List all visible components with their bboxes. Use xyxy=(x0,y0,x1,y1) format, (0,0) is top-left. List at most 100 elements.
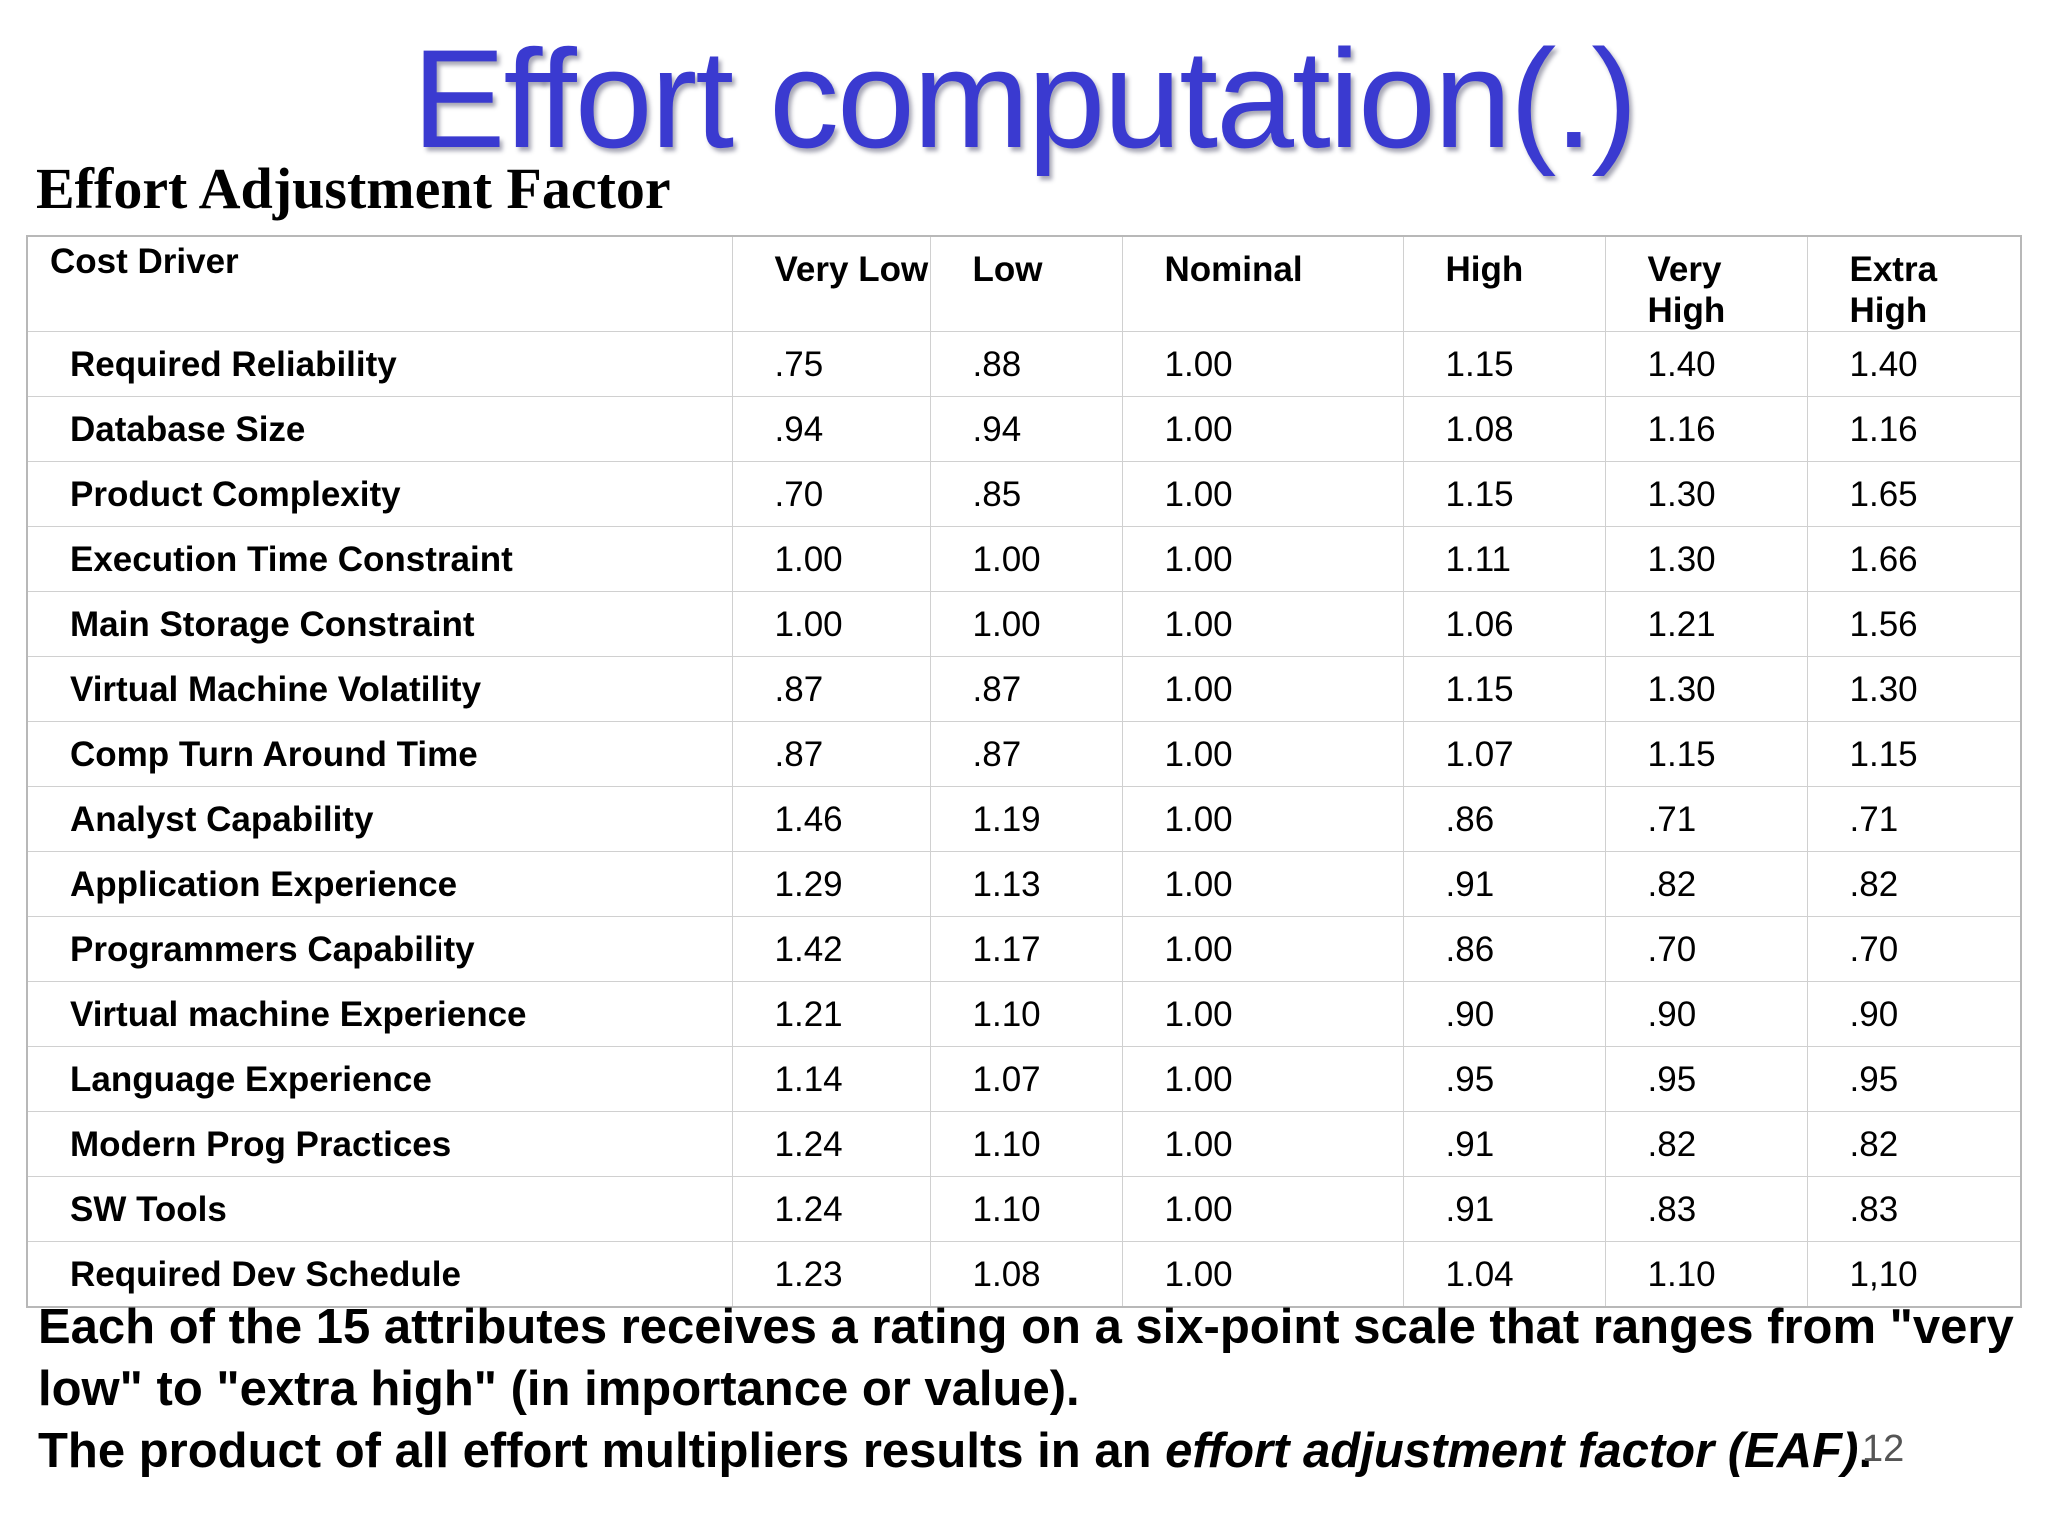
cell-low: .85 xyxy=(929,461,1123,527)
cell-high: 1.15 xyxy=(1402,331,1606,397)
cell-extra-high: 1.16 xyxy=(1806,396,2022,462)
cell-extra-high: 1.30 xyxy=(1806,656,2022,722)
cost-driver-table: Cost Driver Very Low Low Nominal High Ve… xyxy=(26,235,2022,1308)
cell-high: .91 xyxy=(1402,1111,1606,1177)
page-number: 12 xyxy=(1862,1428,1905,1470)
cell-cost-driver: Programmers Capability xyxy=(26,916,733,982)
cell-very-low: .75 xyxy=(731,331,931,397)
cell-very-low: 1.23 xyxy=(731,1241,931,1308)
cell-very-high: 1.30 xyxy=(1604,461,1808,527)
cell-nominal: 1.00 xyxy=(1121,851,1404,917)
cell-low: 1.08 xyxy=(929,1241,1123,1308)
table-row: Modern Prog Practices 1.24 1.10 1.00.91.82.… xyxy=(26,1111,2022,1177)
slide-subtitle: Effort Adjustment Factor xyxy=(36,156,671,221)
cell-very-high: 1.21 xyxy=(1604,591,1808,657)
cell-low: 1.00 xyxy=(929,591,1123,657)
cell-high: 1.06 xyxy=(1402,591,1606,657)
cell-cost-driver: Required Dev Schedule xyxy=(26,1241,733,1308)
cell-cost-driver: Application Experience xyxy=(26,851,733,917)
cell-high: 1.11 xyxy=(1402,526,1606,592)
cell-very-low: .94 xyxy=(731,396,931,462)
cell-high: .86 xyxy=(1402,786,1606,852)
header-extra-high: Extra High xyxy=(1806,235,2022,332)
cell-low: .88 xyxy=(929,331,1123,397)
cell-nominal: 1.00 xyxy=(1121,721,1404,787)
table-row: Required Dev Schedule 1.23 1.08 1.00 1.04 1.1… xyxy=(26,1241,2022,1308)
cell-high: .90 xyxy=(1402,981,1606,1047)
cell-nominal: 1.00 xyxy=(1121,786,1404,852)
cell-nominal: 1.00 xyxy=(1121,1046,1404,1112)
cell-very-high: .82 xyxy=(1604,1111,1808,1177)
header-high: High xyxy=(1402,235,1606,332)
cell-nominal: 1.00 xyxy=(1121,396,1404,462)
cell-cost-driver: Database Size xyxy=(26,396,733,462)
cell-very-low: .87 xyxy=(731,721,931,787)
cell-very-high: 1.30 xyxy=(1604,526,1808,592)
cell-very-high: .70 xyxy=(1604,916,1808,982)
cell-nominal: 1.00 xyxy=(1121,916,1404,982)
cell-extra-high: .71 xyxy=(1806,786,2022,852)
footer-line-2-emphasis: effort adjustment factor (EAF) xyxy=(1165,1424,1859,1478)
cell-high: 1.15 xyxy=(1402,461,1606,527)
cell-high: 1.08 xyxy=(1402,396,1606,462)
table-row: Required Reliability .75.88 1.00 1.15 1.40 1.… xyxy=(26,331,2022,397)
cell-very-high: .95 xyxy=(1604,1046,1808,1112)
cell-low: 1.10 xyxy=(929,981,1123,1047)
cell-high: .91 xyxy=(1402,851,1606,917)
cell-extra-high: .82 xyxy=(1806,851,2022,917)
cell-high: .86 xyxy=(1402,916,1606,982)
cell-low: .87 xyxy=(929,721,1123,787)
footer-line-2: The product of all effort multipliers re… xyxy=(38,1420,2028,1482)
cell-very-low: 1.24 xyxy=(731,1111,931,1177)
table-row: Programmers Capability 1.42 1.17 1.00.86.70… xyxy=(26,916,2022,982)
cell-nominal: 1.00 xyxy=(1121,1241,1404,1308)
table-row: Product Complexity .70.85 1.00 1.15 1.30 1.65 xyxy=(26,461,2022,527)
cell-very-low: 1.14 xyxy=(731,1046,931,1112)
cell-extra-high: .90 xyxy=(1806,981,2022,1047)
cell-low: .87 xyxy=(929,656,1123,722)
cell-high: 1.04 xyxy=(1402,1241,1606,1308)
cell-nominal: 1.00 xyxy=(1121,981,1404,1047)
cell-cost-driver: Required Reliability xyxy=(26,331,733,397)
cell-cost-driver: Main Storage Constraint xyxy=(26,591,733,657)
cell-low: 1.07 xyxy=(929,1046,1123,1112)
cell-extra-high: .83 xyxy=(1806,1176,2022,1242)
cell-extra-high: 1,10 xyxy=(1806,1241,2022,1308)
cell-nominal: 1.00 xyxy=(1121,526,1404,592)
cell-nominal: 1.00 xyxy=(1121,331,1404,397)
cell-extra-high: 1.15 xyxy=(1806,721,2022,787)
cell-high: 1.07 xyxy=(1402,721,1606,787)
footer-line-2-text: The product of all effort multipliers re… xyxy=(38,1424,1166,1478)
cell-very-high: .71 xyxy=(1604,786,1808,852)
cell-cost-driver: Comp Turn Around Time xyxy=(26,721,733,787)
cell-very-high: .83 xyxy=(1604,1176,1808,1242)
table-row: Language Experience 1.14 1.07 1.00.95.95.95 xyxy=(26,1046,2022,1112)
cell-extra-high: 1.56 xyxy=(1806,591,2022,657)
cell-nominal: 1.00 xyxy=(1121,1176,1404,1242)
cell-very-low: 1.24 xyxy=(731,1176,931,1242)
cell-very-low: 1.42 xyxy=(731,916,931,982)
cell-extra-high: .70 xyxy=(1806,916,2022,982)
cell-extra-high: .82 xyxy=(1806,1111,2022,1177)
table-row: Main Storage Constraint 1.00 1.00 1.00 1.06 1… xyxy=(26,591,2022,657)
cell-very-high: 1.15 xyxy=(1604,721,1808,787)
cell-cost-driver: Virtual Machine Volatility xyxy=(26,656,733,722)
header-cost-driver: Cost Driver xyxy=(26,235,733,332)
cell-extra-high: 1.66 xyxy=(1806,526,2022,592)
cell-cost-driver: Language Experience xyxy=(26,1046,733,1112)
cell-very-low: 1.00 xyxy=(731,526,931,592)
cell-very-low: 1.46 xyxy=(731,786,931,852)
table-row: SW Tools 1.24 1.10 1.00.91.83.83 xyxy=(26,1176,2022,1242)
cell-very-low: 1.21 xyxy=(731,981,931,1047)
cell-low: 1.00 xyxy=(929,526,1123,592)
cell-high: .91 xyxy=(1402,1176,1606,1242)
table-row: Database Size .94.94 1.00 1.08 1.16 1.16 xyxy=(26,396,2022,462)
cell-low: 1.10 xyxy=(929,1176,1123,1242)
cell-very-low: 1.00 xyxy=(731,591,931,657)
table-body: Required Reliability .75.88 1.00 1.15 1.40 1.… xyxy=(26,331,2022,1308)
table-row: Execution Time Constraint 1.00 1.00 1.00 1.1… xyxy=(26,526,2022,592)
cell-extra-high: 1.65 xyxy=(1806,461,2022,527)
cell-cost-driver: SW Tools xyxy=(26,1176,733,1242)
cell-very-high: .90 xyxy=(1604,981,1808,1047)
cell-very-high: 1.10 xyxy=(1604,1241,1808,1308)
